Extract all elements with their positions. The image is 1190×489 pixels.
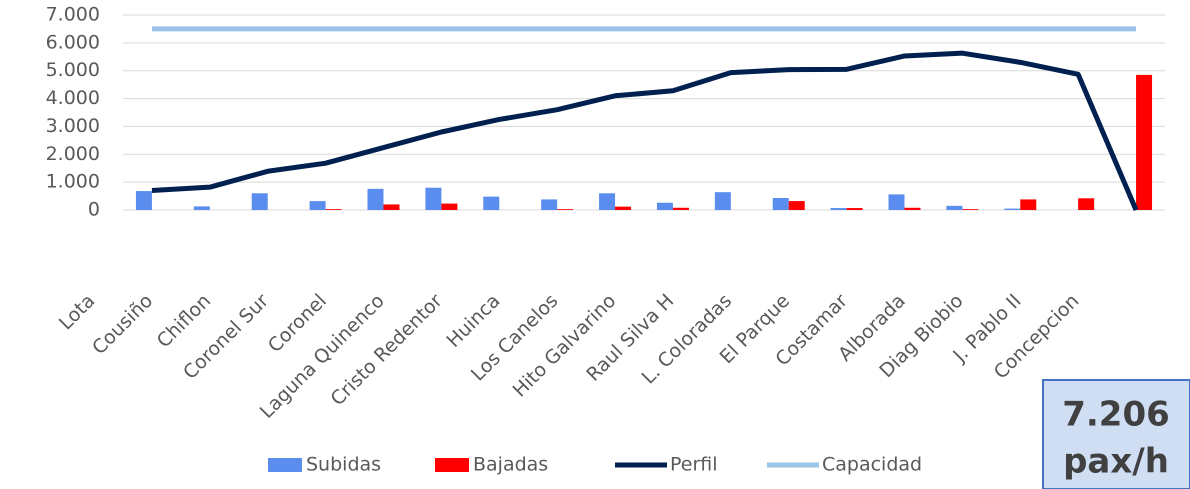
bar — [541, 199, 558, 210]
y-tick-label: 1.000 — [46, 171, 100, 193]
legend-label: Capacidad — [822, 454, 922, 476]
bar — [325, 209, 342, 210]
y-tick-label: 5.000 — [46, 59, 100, 81]
x-tick-label: Lota — [55, 290, 100, 335]
bar — [672, 207, 689, 210]
bar — [714, 192, 731, 210]
bar — [309, 201, 326, 210]
bar — [367, 188, 384, 210]
legend-swatch — [268, 458, 302, 472]
y-tick-label: 4.000 — [46, 87, 100, 109]
bar — [193, 206, 210, 210]
bar — [1136, 74, 1153, 211]
legend-label: Bajadas — [473, 454, 548, 476]
bar — [135, 191, 152, 210]
annotation: pax/h — [1063, 442, 1169, 482]
bar — [483, 196, 500, 210]
bar — [962, 209, 979, 210]
legend-swatch — [435, 458, 469, 472]
bar — [251, 193, 268, 210]
bar — [830, 208, 847, 210]
y-tick-label: 2.000 — [46, 143, 100, 165]
y-tick-label: 3.000 — [46, 115, 100, 137]
legend-label: Subidas — [306, 454, 381, 476]
bar — [1004, 208, 1021, 210]
bar — [656, 202, 673, 210]
bar — [1078, 198, 1095, 210]
y-tick-label: 0 — [88, 199, 100, 221]
bar — [615, 206, 632, 210]
x-tick-label: Cousiño — [88, 290, 157, 359]
legend-label: Perfil — [670, 454, 718, 476]
bar — [846, 208, 863, 210]
x-tick-label: Hito Galvarino — [509, 290, 621, 402]
x-tick-label: Cristo Redentor — [326, 290, 446, 410]
bar — [946, 205, 963, 210]
bar — [557, 209, 574, 210]
y-tick-label: 7.000 — [46, 4, 100, 26]
bar — [788, 201, 805, 210]
bar — [383, 204, 400, 210]
y-tick-label: 6.000 — [46, 31, 100, 53]
bar — [772, 198, 789, 210]
bar — [1020, 199, 1037, 210]
annotation-box — [1042, 379, 1190, 489]
line — [151, 50, 1139, 211]
bar — [904, 207, 921, 210]
bar — [599, 193, 616, 210]
bar — [441, 203, 458, 210]
annotation: 7.206 — [1062, 395, 1170, 435]
bar — [425, 187, 442, 210]
bar — [888, 194, 905, 210]
